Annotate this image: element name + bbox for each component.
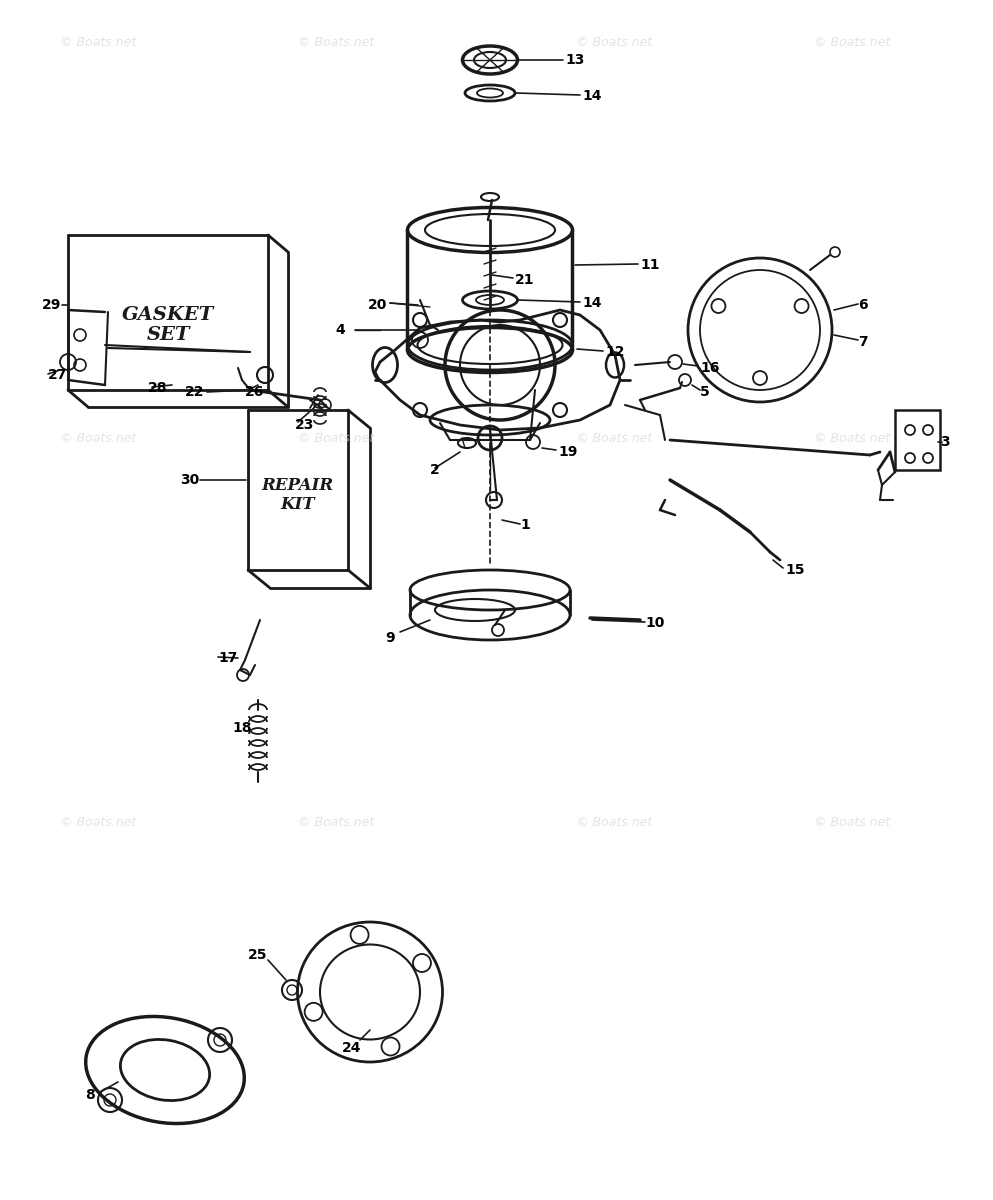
Text: 13: 13	[565, 53, 584, 67]
Text: © Boats.net: © Boats.net	[814, 816, 891, 829]
Text: 18: 18	[232, 721, 251, 734]
Text: 1: 1	[520, 518, 529, 532]
Text: © Boats.net: © Boats.net	[60, 432, 136, 445]
Text: 15: 15	[785, 563, 804, 577]
Text: © Boats.net: © Boats.net	[576, 816, 652, 829]
Text: 5: 5	[700, 385, 710, 398]
Text: 4: 4	[335, 323, 345, 337]
Text: 6: 6	[858, 298, 868, 312]
Text: 20: 20	[368, 298, 387, 312]
Text: 3: 3	[940, 434, 949, 449]
Text: © Boats.net: © Boats.net	[60, 36, 136, 49]
Text: © Boats.net: © Boats.net	[298, 36, 374, 49]
Text: 17: 17	[218, 650, 237, 665]
Text: 19: 19	[558, 445, 577, 458]
Text: © Boats.net: © Boats.net	[814, 36, 891, 49]
Text: 25: 25	[248, 948, 267, 962]
Text: 29: 29	[42, 298, 62, 312]
Text: 26: 26	[245, 385, 264, 398]
Text: © Boats.net: © Boats.net	[576, 432, 652, 445]
Text: © Boats.net: © Boats.net	[814, 432, 891, 445]
Text: 7: 7	[858, 335, 868, 349]
Text: 27: 27	[48, 368, 68, 382]
Text: © Boats.net: © Boats.net	[576, 36, 652, 49]
Text: 16: 16	[700, 361, 719, 374]
Text: 11: 11	[640, 258, 659, 272]
Text: © Boats.net: © Boats.net	[60, 816, 136, 829]
Text: 8: 8	[85, 1088, 94, 1102]
Text: 21: 21	[515, 272, 534, 287]
Text: 30: 30	[180, 473, 200, 487]
Text: 12: 12	[605, 346, 625, 359]
Text: 23: 23	[295, 418, 315, 432]
Text: 2: 2	[430, 463, 440, 476]
Text: 14: 14	[582, 296, 602, 310]
Text: 9: 9	[385, 631, 394, 646]
Text: 28: 28	[148, 382, 168, 395]
Text: 24: 24	[342, 1040, 361, 1055]
Text: GASKET
SET: GASKET SET	[122, 306, 214, 344]
Text: 22: 22	[185, 385, 205, 398]
Text: 14: 14	[582, 89, 602, 103]
Text: © Boats.net: © Boats.net	[298, 816, 374, 829]
Text: 10: 10	[645, 616, 664, 630]
Text: REPAIR
KIT: REPAIR KIT	[262, 476, 334, 514]
Text: © Boats.net: © Boats.net	[298, 432, 374, 445]
